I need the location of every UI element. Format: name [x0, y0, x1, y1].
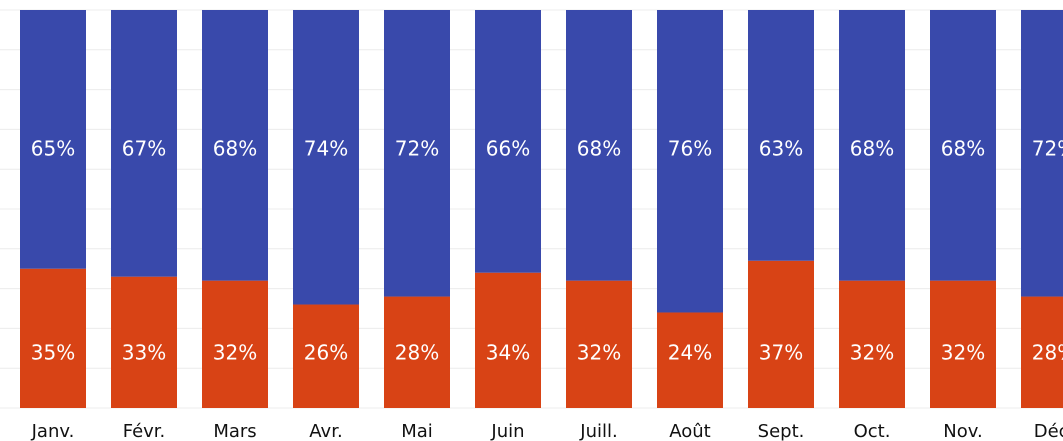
bar-segment — [748, 10, 814, 261]
bar-segment — [1021, 296, 1063, 408]
x-tick-label: Août — [669, 421, 710, 441]
value-label: 74% — [304, 137, 348, 161]
bar-segment — [657, 10, 723, 313]
bar-segment — [475, 10, 541, 273]
bar-segment — [111, 10, 177, 277]
bar-segment — [384, 10, 450, 297]
value-label: 28% — [1032, 341, 1063, 365]
value-label: 32% — [577, 341, 621, 365]
bar-segment — [384, 296, 450, 408]
bar-segment — [930, 280, 996, 408]
bar-segment — [293, 304, 359, 408]
value-label: 68% — [850, 137, 894, 161]
x-tick-label: Juill. — [579, 421, 617, 441]
value-label: 28% — [395, 341, 439, 365]
value-label: 32% — [213, 341, 257, 365]
x-tick-label: Nov. — [943, 421, 982, 441]
x-tick-label: Mai — [401, 421, 433, 441]
x-tick-label: Févr. — [123, 421, 166, 441]
bar-segment — [566, 280, 632, 408]
value-label: 72% — [395, 137, 439, 161]
bar-segment — [20, 268, 86, 408]
x-tick-label: Sept. — [758, 421, 805, 441]
value-label: 24% — [668, 341, 712, 365]
value-label: 72% — [1032, 137, 1063, 161]
bar-segment — [1021, 10, 1063, 297]
value-label: 37% — [759, 341, 803, 365]
x-tick-label: Avr. — [309, 421, 342, 441]
value-label: 63% — [759, 137, 803, 161]
bar-segment — [657, 312, 723, 408]
value-label: 68% — [577, 137, 621, 161]
bar-segment — [20, 10, 86, 269]
value-label: 68% — [213, 137, 257, 161]
value-label: 67% — [122, 137, 166, 161]
value-label: 34% — [486, 341, 530, 365]
value-label: 65% — [31, 137, 75, 161]
bar-segment — [839, 280, 905, 408]
bar-segment — [839, 10, 905, 281]
bar-segment — [566, 10, 632, 281]
bar-segment — [111, 276, 177, 408]
value-label: 66% — [486, 137, 530, 161]
bar-segment — [748, 260, 814, 408]
bar-segment — [202, 10, 268, 281]
value-label: 76% — [668, 137, 712, 161]
value-label: 33% — [122, 341, 166, 365]
x-tick-label: Déc. — [1034, 421, 1063, 441]
x-tick-label: Janv. — [31, 421, 75, 441]
value-label: 68% — [941, 137, 985, 161]
x-tick-label: Oct. — [854, 421, 891, 441]
bar-segment — [293, 10, 359, 305]
bar-segment — [475, 272, 541, 408]
value-label: 32% — [941, 341, 985, 365]
value-label: 32% — [850, 341, 894, 365]
value-label: 26% — [304, 341, 348, 365]
x-tick-label: Juin — [490, 421, 524, 441]
bar-segment — [930, 10, 996, 281]
bar-segment — [202, 280, 268, 408]
value-label: 35% — [31, 341, 75, 365]
x-tick-label: Mars — [213, 421, 256, 441]
